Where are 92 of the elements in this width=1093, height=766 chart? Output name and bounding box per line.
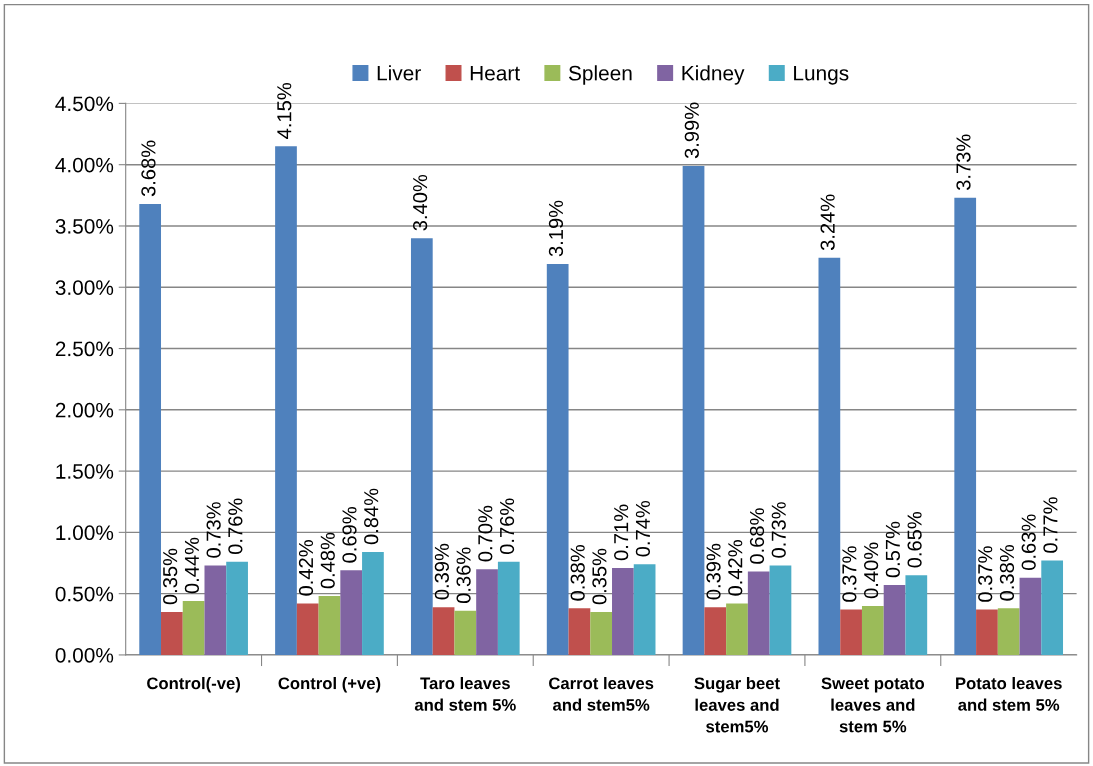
data-label: 3.99% xyxy=(684,102,699,159)
data-label: 0.68% xyxy=(749,508,765,564)
bar xyxy=(769,565,792,655)
y-tick-label: 0.00% xyxy=(55,647,114,663)
bar xyxy=(905,575,928,655)
bar xyxy=(568,608,591,655)
data-label: 0.84% xyxy=(364,488,379,545)
y-tick-label: 0.50% xyxy=(55,586,114,602)
y-tick-label: 4.00% xyxy=(55,157,114,173)
bar xyxy=(1019,577,1042,655)
data-label: 3.19% xyxy=(548,200,564,257)
bar xyxy=(275,146,297,655)
bar xyxy=(726,603,748,655)
bar xyxy=(883,585,906,655)
legend-label: Kidney xyxy=(682,65,745,85)
legend-label: Lungs xyxy=(794,66,849,85)
data-label: 0.42% xyxy=(728,540,743,596)
data-label: 0.70% xyxy=(478,505,493,562)
x-tick-label: Taro leaves and stem 5% xyxy=(414,676,516,711)
x-tick-label: Carrot leaves and stem5% xyxy=(549,676,654,711)
y-tick-label: 2.00% xyxy=(55,402,114,418)
x-tick-label: Control (+ve) xyxy=(278,676,381,693)
bar xyxy=(704,607,727,655)
data-label: 0.77% xyxy=(1043,497,1058,553)
bar xyxy=(633,564,656,655)
bar xyxy=(497,561,520,655)
bar xyxy=(161,612,183,655)
data-label: 3.40% xyxy=(412,174,428,231)
bar xyxy=(204,565,227,655)
y-tick-label: 3.50% xyxy=(55,218,114,234)
data-label: 3.68% xyxy=(141,140,156,197)
data-label: 0.57% xyxy=(885,521,900,578)
data-label: 0.35% xyxy=(592,548,607,605)
bar xyxy=(818,257,841,655)
y-tick-label: 3.00% xyxy=(55,280,114,295)
bar xyxy=(139,203,162,655)
bar xyxy=(362,551,384,655)
data-label: 0.44% xyxy=(184,537,200,594)
data-label: 0.42% xyxy=(298,540,314,596)
data-label: 0.38% xyxy=(570,545,585,601)
bar xyxy=(612,567,634,655)
bar xyxy=(454,610,477,655)
bar xyxy=(997,608,1020,655)
bar xyxy=(682,165,705,655)
data-label: 0.73% xyxy=(206,502,221,558)
y-tick-label: 4.50% xyxy=(55,96,114,112)
legend-label: Liver xyxy=(377,65,421,81)
bar xyxy=(476,569,498,655)
bar xyxy=(318,596,341,655)
x-tick-label: Sweet potato leaves and stem 5% xyxy=(821,677,925,733)
data-label: 0.35% xyxy=(163,548,178,605)
bar xyxy=(546,263,569,655)
legend-label: Heart xyxy=(470,66,520,81)
x-tick-label: Potato leaves and stem 5% xyxy=(956,676,1062,711)
bar xyxy=(861,605,884,655)
data-label: 3.73% xyxy=(956,134,971,191)
data-label: 0.40% xyxy=(863,542,879,599)
x-tick-label: Sugar beet leaves and stem5% xyxy=(694,676,780,733)
bar xyxy=(432,607,455,655)
data-label: 0.37% xyxy=(978,546,993,602)
data-label: 0.39% xyxy=(434,543,449,600)
data-label: 0.69% xyxy=(342,507,357,563)
bar xyxy=(1041,560,1064,655)
data-label: 0.48% xyxy=(320,532,335,589)
data-label: 3.24% xyxy=(820,194,835,251)
data-label: 0.65% xyxy=(907,511,922,568)
bar xyxy=(182,601,205,655)
bar xyxy=(954,197,977,655)
data-label: 0.73% xyxy=(771,502,786,558)
data-label: 0.63% xyxy=(1021,514,1036,570)
data-label: 0.76% xyxy=(499,498,515,555)
data-label: 0.36% xyxy=(456,547,471,604)
bar xyxy=(340,570,363,655)
bar xyxy=(747,571,770,655)
data-label: 0.39% xyxy=(706,543,721,600)
data-label: 4.15% xyxy=(277,82,292,139)
bar xyxy=(976,609,998,655)
bar xyxy=(296,603,319,655)
bar xyxy=(840,609,862,655)
legend-label: Spleen xyxy=(568,65,632,85)
bar xyxy=(590,612,613,655)
data-label: 0.76% xyxy=(228,498,243,555)
data-label: 0.37% xyxy=(842,546,857,602)
bar xyxy=(410,238,433,655)
x-tick-label: Control(-ve) xyxy=(147,676,241,693)
data-label: 0.71% xyxy=(614,504,629,561)
y-tick-label: 1.00% xyxy=(56,525,114,541)
y-tick-label: 2.50% xyxy=(55,341,114,357)
y-tick-label: 1.50% xyxy=(56,464,114,479)
data-label: 0.38% xyxy=(999,545,1015,601)
data-label: 0.74% xyxy=(635,500,651,557)
bar xyxy=(226,561,248,655)
